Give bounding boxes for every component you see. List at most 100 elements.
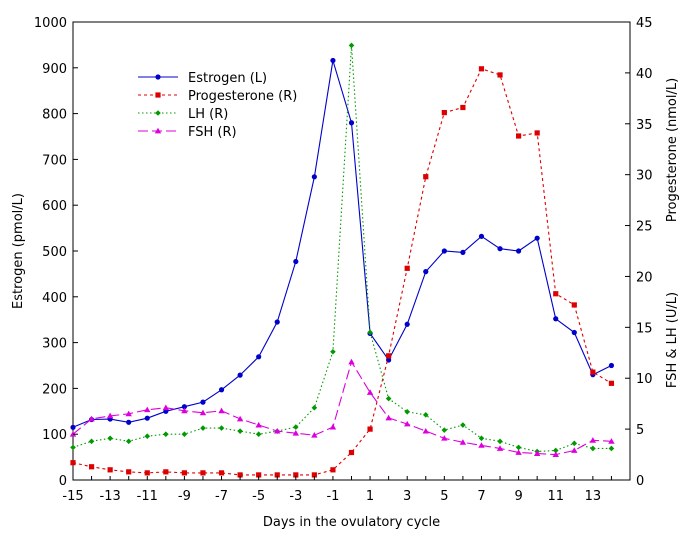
legend: Estrogen (L) Progesterone (R) LH (R) FSH (R… (138, 71, 297, 140)
data-point-progesterone-r (274, 472, 280, 478)
data-point-estrogen-l (534, 235, 540, 241)
data-point-progesterone-r (293, 472, 299, 478)
y-left-tick-label: 1000 (34, 16, 67, 31)
data-point-progesterone-r (534, 130, 540, 136)
legend-marker-estrogen-l (155, 74, 161, 80)
data-point-fsh-r (589, 437, 597, 443)
y-axis-right-title-progesterone: Progesterone (nmol/L) (665, 78, 680, 222)
data-point-fsh-r (236, 415, 244, 422)
data-point-progesterone-r (256, 472, 262, 478)
data-point-estrogen-l (311, 174, 317, 180)
data-point-progesterone-r (88, 464, 95, 470)
data-point-fsh-r (608, 438, 615, 444)
y-left-tick-label: 100 (42, 428, 67, 443)
data-point-estrogen-l (478, 233, 485, 239)
data-point-fsh-r (515, 449, 522, 455)
data-point-fsh-r (496, 445, 504, 451)
data-point-lh-r (590, 445, 596, 452)
x-tick-label: -1 (326, 489, 339, 504)
data-point-progesterone-r (218, 470, 225, 476)
data-point-progesterone-r (404, 265, 410, 271)
data-point-fsh-r (162, 404, 170, 411)
data-point-progesterone-r (460, 104, 466, 111)
data-point-fsh-r (144, 406, 151, 413)
data-point-lh-r (478, 435, 485, 442)
x-tick-label: 13 (585, 489, 602, 504)
x-axis-title: Days in the ovulatory cycle (263, 515, 440, 530)
x-tick-label: 3 (403, 489, 411, 504)
data-point-fsh-r (533, 450, 541, 456)
data-point-fsh-r (274, 427, 281, 434)
data-point-lh-r (552, 447, 559, 454)
data-point-progesterone-r (311, 472, 317, 478)
data-point-progesterone-r (163, 469, 169, 475)
data-point-estrogen-l (126, 419, 132, 425)
x-tick-label: 1 (366, 489, 374, 504)
data-point-lh-r (237, 428, 243, 434)
y-left-tick-label: 500 (42, 245, 67, 260)
data-point-fsh-r (181, 407, 188, 414)
data-point-estrogen-l (200, 399, 206, 405)
y-left-tick-label: 400 (42, 291, 67, 306)
y-right-tick-label: 15 (636, 321, 653, 336)
data-point-progesterone-r (200, 470, 206, 476)
data-point-estrogen-l (423, 269, 429, 275)
data-point-lh-r (385, 395, 392, 402)
data-point-progesterone-r (590, 369, 596, 375)
y-right-tick-label: 20 (636, 270, 653, 285)
data-point-estrogen-l (274, 319, 280, 325)
data-point-lh-r (88, 438, 95, 445)
data-point-lh-r (311, 404, 318, 411)
data-point-fsh-r (404, 420, 411, 427)
y-left-tick-label: 700 (42, 153, 67, 168)
data-point-fsh-r (106, 412, 114, 419)
data-point-estrogen-l (516, 248, 522, 254)
x-tick-label: 7 (477, 489, 485, 504)
data-point-lh-r (293, 424, 299, 430)
y-axis-left-title: Estrogen (pmol/L) (11, 193, 26, 309)
legend-marker-lh-r (155, 110, 161, 116)
data-point-estrogen-l (256, 354, 262, 360)
data-point-progesterone-r (441, 109, 447, 116)
data-point-lh-r (348, 42, 355, 49)
data-point-lh-r (571, 440, 578, 447)
y-right-tick-label: 5 (636, 423, 644, 438)
data-point-progesterone-r (516, 133, 522, 139)
series-progesterone-r (70, 66, 615, 478)
x-tick-label: 11 (547, 489, 564, 504)
data-point-progesterone-r (497, 72, 503, 78)
data-point-estrogen-l (70, 424, 76, 430)
data-point-fsh-r (199, 409, 207, 416)
data-point-estrogen-l (218, 387, 225, 393)
data-point-fsh-r (255, 421, 262, 428)
data-point-progesterone-r (181, 470, 187, 476)
data-point-fsh-r (329, 423, 337, 430)
data-point-lh-r (70, 444, 76, 451)
data-point-lh-r (441, 427, 448, 433)
data-point-estrogen-l (608, 362, 615, 369)
data-point-lh-r (107, 435, 113, 442)
data-point-fsh-r (571, 447, 578, 453)
y-left-tick-label: 200 (42, 382, 67, 397)
data-point-estrogen-l (571, 329, 577, 336)
data-point-progesterone-r (571, 302, 577, 308)
data-point-lh-r (608, 445, 615, 452)
data-point-lh-r (218, 425, 225, 431)
x-tick-label: -7 (215, 489, 228, 504)
data-point-progesterone-r (144, 470, 150, 476)
y-right-tick-label: 0 (636, 474, 644, 489)
data-point-progesterone-r (386, 353, 392, 359)
series-line-estrogen-l (72, 60, 612, 428)
series-line-lh-r (72, 45, 612, 453)
legend-label-fsh-r: FSH (R) (188, 125, 237, 140)
y-right-tick-label: 40 (636, 67, 653, 82)
data-point-fsh-r (218, 407, 225, 414)
x-tick-label: -9 (178, 489, 191, 504)
data-point-lh-r (367, 329, 373, 336)
data-point-progesterone-r (330, 467, 336, 473)
series-estrogen-l (70, 57, 615, 430)
x-tick-label: -5 (252, 489, 265, 504)
data-point-fsh-r (478, 442, 485, 448)
y-axis-right-title-fsh-lh: FSH & LH (U/L) (665, 292, 680, 388)
data-point-estrogen-l (330, 57, 336, 64)
